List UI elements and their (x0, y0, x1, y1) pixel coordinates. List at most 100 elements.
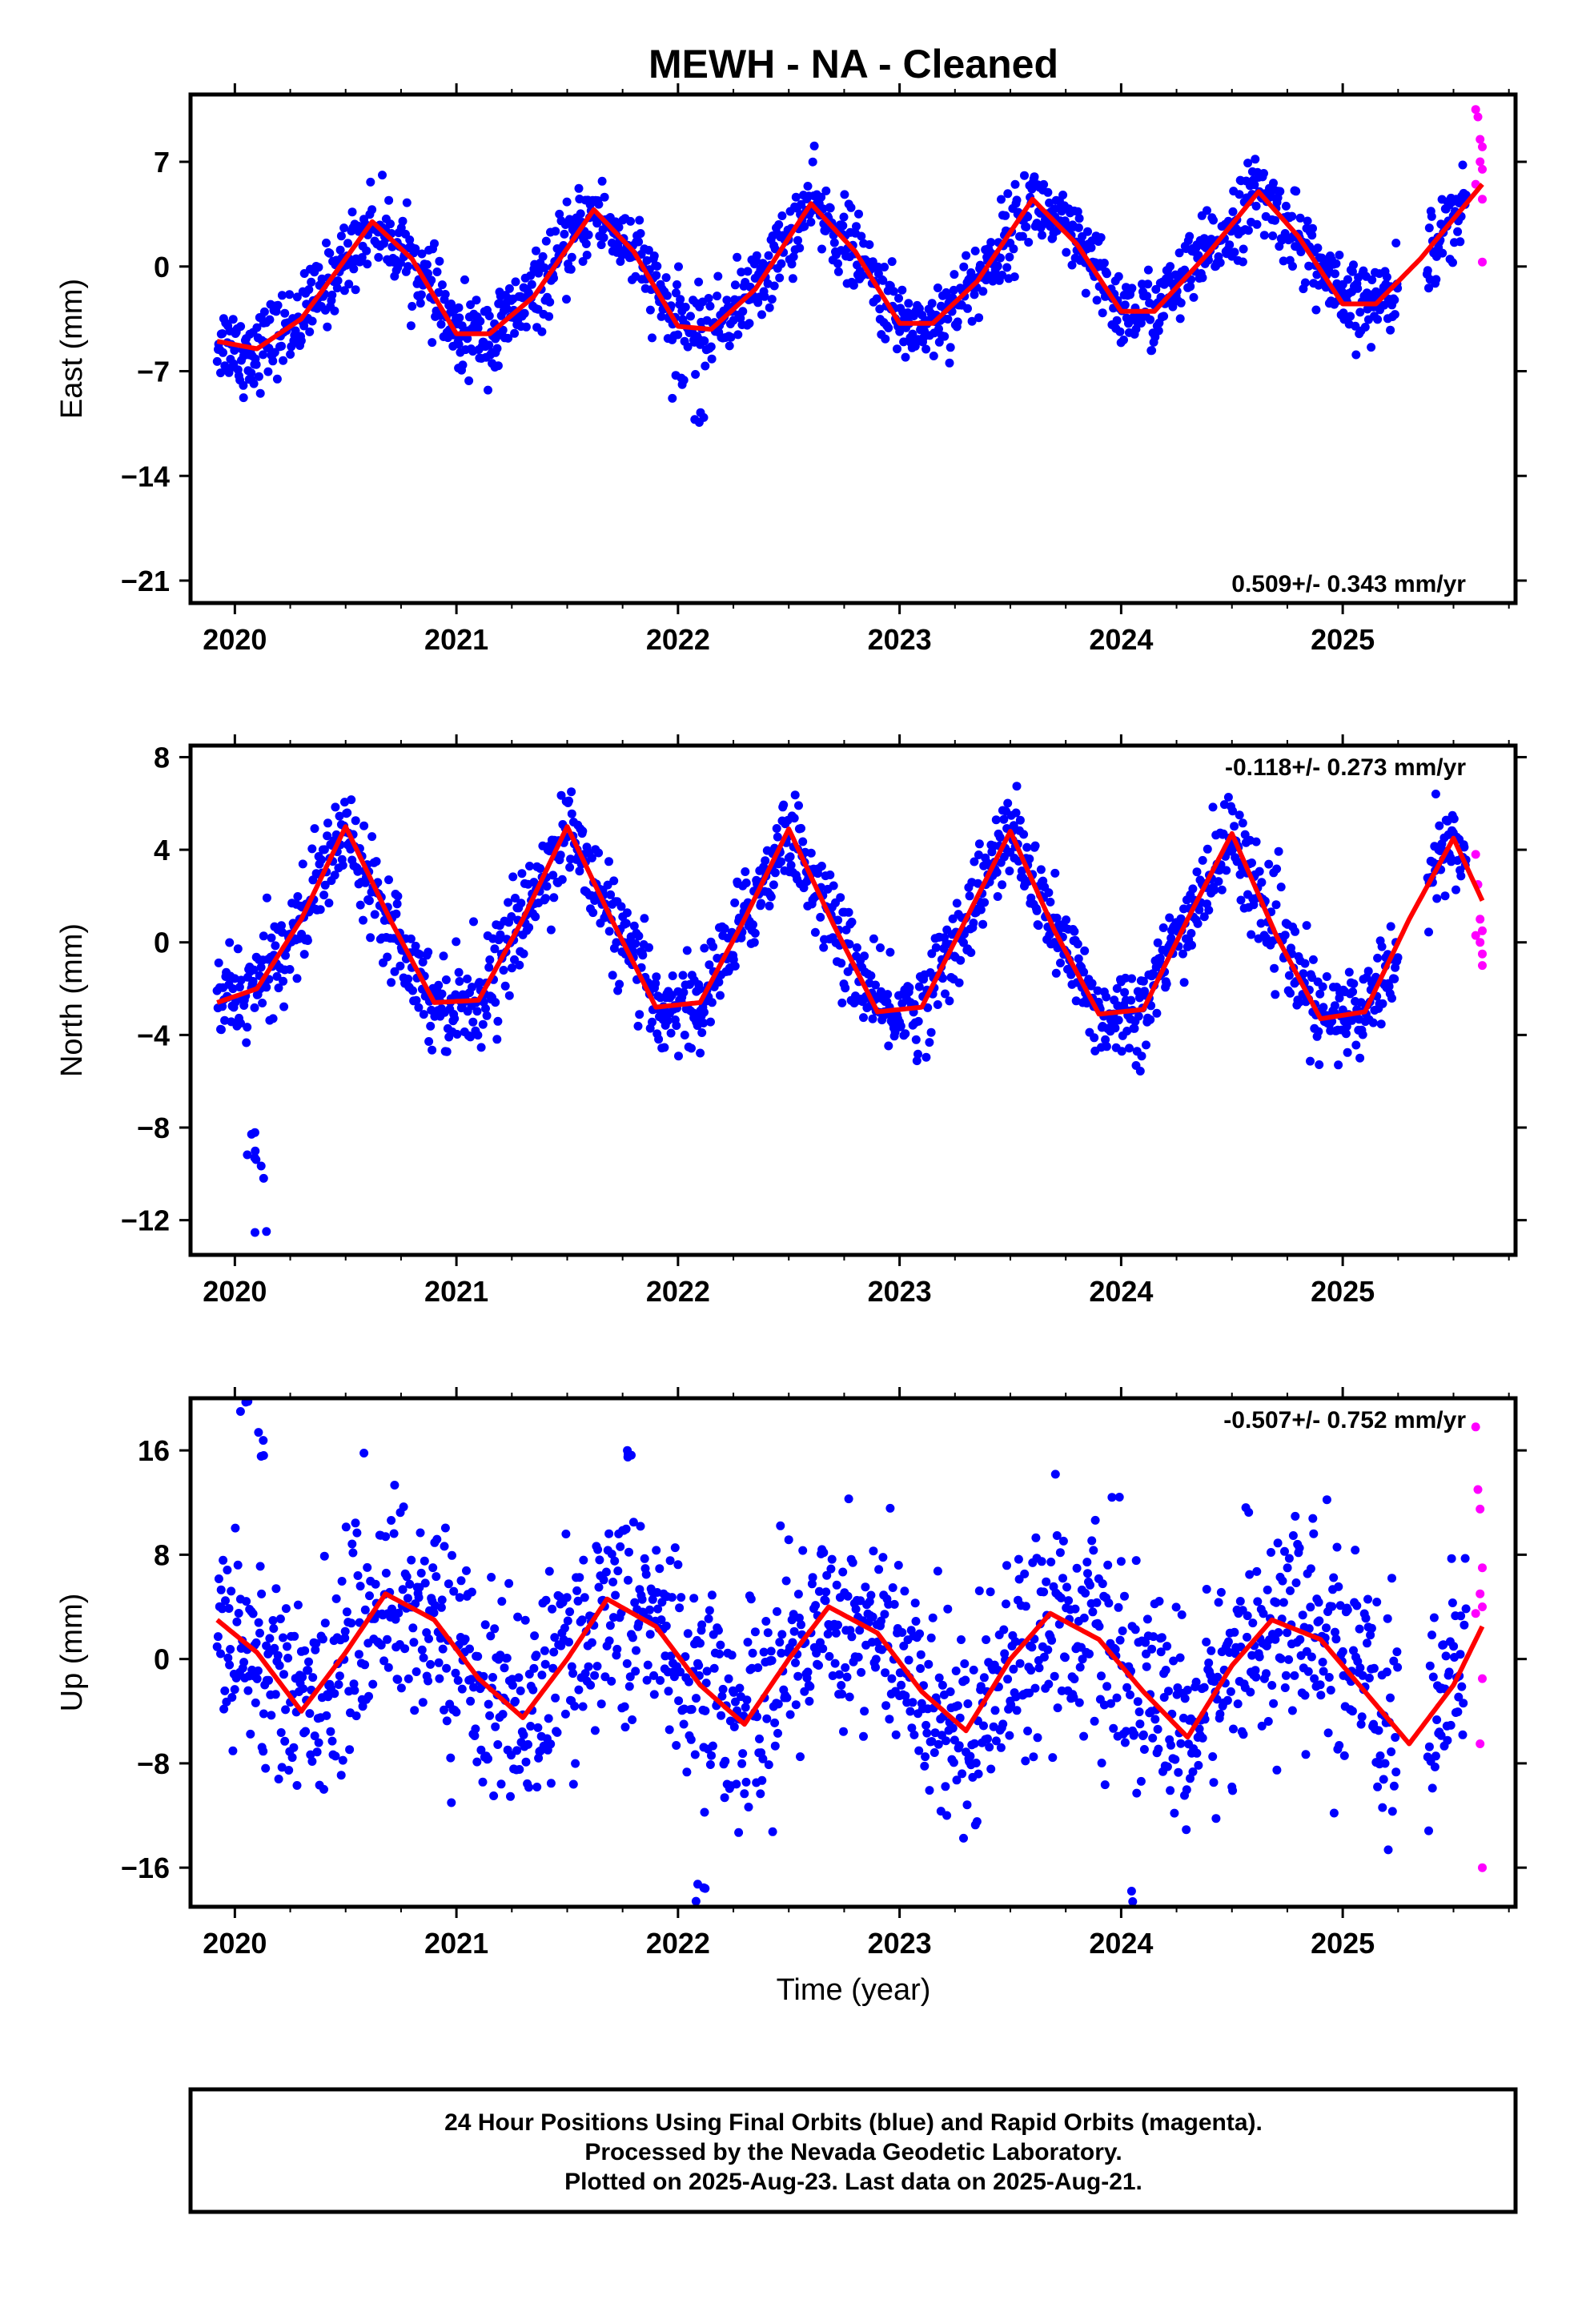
north-final-point (279, 976, 288, 986)
east-final-point (614, 223, 624, 232)
footer-line-3: Plotted on 2025-Aug-23. Last data on 202… (564, 2169, 1142, 2195)
east-final-point (662, 291, 672, 300)
up-final-point (234, 1609, 243, 1618)
east-final-point (1127, 283, 1137, 293)
east-final-point (398, 216, 408, 226)
east-final-point (1009, 244, 1018, 254)
east-final-point (963, 304, 972, 313)
up-final-point (742, 1695, 752, 1705)
up-final-point (381, 1532, 391, 1542)
east-final-point (379, 239, 388, 248)
north-final-point (644, 943, 653, 952)
east-final-point (777, 211, 787, 220)
up-final-point (467, 1587, 476, 1597)
north-final-point (236, 975, 246, 985)
up-final-point (1389, 1781, 1399, 1791)
up-final-point (1375, 1751, 1385, 1760)
up-final-point (571, 1759, 580, 1768)
north-final-point (687, 1043, 696, 1053)
east-final-point (1175, 314, 1185, 324)
up-final-point (1135, 1719, 1145, 1729)
north-final-point (1276, 883, 1286, 892)
up-final-point (457, 1684, 467, 1694)
east-final-point (247, 368, 256, 378)
up-final-point (776, 1521, 785, 1530)
up-final-point (228, 1746, 238, 1755)
north-final-point (730, 961, 740, 971)
up-final-point (1262, 1669, 1271, 1679)
up-final-point (259, 1451, 268, 1460)
up-final-point (811, 1601, 821, 1610)
up-final-point (1456, 1611, 1466, 1621)
north-final-point (1051, 968, 1061, 978)
north-final-point (1440, 891, 1450, 901)
east-final-point (1456, 237, 1465, 247)
up-final-point (283, 1654, 293, 1663)
up-final-point (832, 1580, 841, 1590)
north-final-point (412, 995, 421, 1005)
east-final-point (686, 312, 695, 321)
up-final-point (300, 1646, 310, 1655)
east-final-point (1143, 279, 1153, 289)
north-x-tick-label: 2022 (646, 1275, 710, 1308)
up-final-point (1094, 1622, 1104, 1631)
north-final-point (267, 933, 276, 943)
east-final-point (652, 271, 661, 280)
north-final-point (609, 876, 619, 886)
up-final-point (1457, 1682, 1467, 1691)
north-final-point (679, 987, 689, 997)
up-final-point (1315, 1680, 1325, 1690)
up-final-point (1120, 1591, 1129, 1601)
north-final-point (1271, 990, 1280, 999)
east-final-point (259, 307, 269, 316)
east-final-point (404, 262, 413, 271)
up-final-point (521, 1757, 531, 1767)
east-final-point (466, 300, 476, 309)
north-final-point (1314, 1027, 1323, 1036)
north-final-point (484, 963, 494, 972)
east-final-point (713, 292, 722, 301)
up-final-point (393, 1675, 403, 1684)
up-final-point (1444, 1667, 1454, 1677)
up-final-point (1048, 1753, 1058, 1763)
east-final-point (1331, 259, 1341, 268)
north-final-point (468, 1017, 478, 1027)
up-final-point (971, 1759, 981, 1767)
up-final-point (1267, 1548, 1275, 1557)
up-final-point (417, 1645, 427, 1655)
north-final-point (1390, 974, 1399, 983)
up-final-point (1329, 1573, 1339, 1582)
north-final-point (525, 862, 534, 870)
north-final-point (866, 971, 876, 980)
north-final-point (829, 881, 838, 891)
north-final-point (308, 875, 318, 885)
up-final-point (544, 1714, 553, 1723)
north-final-point (347, 795, 356, 805)
up-final-point (541, 1595, 551, 1605)
up-final-point (1157, 1633, 1166, 1642)
up-final-point (842, 1672, 852, 1682)
up-final-point (484, 1754, 492, 1763)
north-final-point (567, 809, 576, 818)
up-final-point (1301, 1750, 1311, 1759)
up-final-point (878, 1553, 888, 1562)
east-final-point (228, 315, 238, 324)
east-final-point (1243, 226, 1253, 235)
east-final-point (510, 328, 520, 338)
north-final-point (869, 934, 878, 943)
north-final-point (1102, 992, 1111, 1002)
north-final-point (741, 867, 750, 876)
up-final-point (365, 1591, 374, 1601)
east-final-point (978, 287, 988, 296)
north-final-point (299, 950, 309, 959)
up-final-point (1170, 1755, 1180, 1764)
north-final-point (463, 974, 472, 983)
east-final-point (897, 285, 907, 295)
east-final-point (1102, 269, 1111, 279)
east-y-axis-label: East (mm) (55, 279, 89, 419)
up-x-tick-label: 2020 (203, 1927, 267, 1960)
east-final-point (440, 290, 450, 299)
up-final-point (620, 1723, 630, 1732)
up-final-point (1374, 1726, 1383, 1735)
